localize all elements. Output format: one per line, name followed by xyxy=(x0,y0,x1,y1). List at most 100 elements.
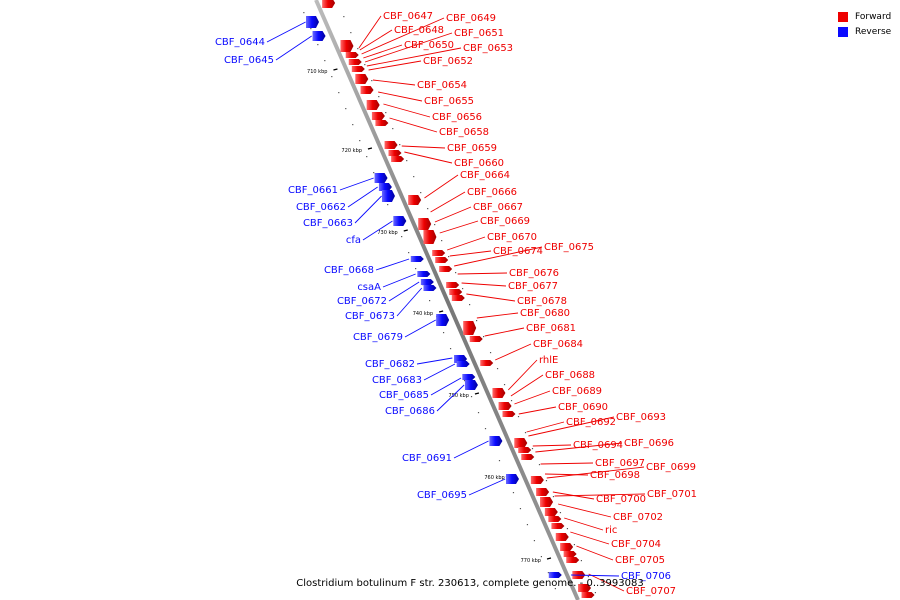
gene-label-cbf-0683: CBF_0683 xyxy=(372,375,422,386)
minor-tick xyxy=(533,540,536,542)
forward-gene-block xyxy=(360,86,374,94)
gene-label-cbf-0697: CBF_0697 xyxy=(595,458,645,469)
minor-tick xyxy=(324,60,326,62)
gene-label-cbf-0645: CBF_0645 xyxy=(224,55,274,66)
leader-line xyxy=(388,281,420,302)
leader-line xyxy=(424,174,459,199)
reverse-gene-block xyxy=(417,271,431,277)
leader-line xyxy=(375,258,410,271)
tick-mark xyxy=(333,68,338,71)
leader-line xyxy=(368,60,422,71)
gene-label-cbf-0661: CBF_0661 xyxy=(288,185,338,196)
forward-gene-block xyxy=(480,360,494,366)
forward-gene-block xyxy=(449,289,463,295)
minor-tick xyxy=(429,300,431,302)
forward-gene-block xyxy=(555,533,569,541)
reverse-swatch xyxy=(838,26,848,37)
minor-tick xyxy=(517,416,520,418)
forward-gene-block xyxy=(388,150,402,156)
leader-line xyxy=(364,32,453,63)
tick-mark xyxy=(546,557,552,560)
leader-line xyxy=(361,17,445,55)
minor-tick xyxy=(482,336,485,338)
map-caption: Clostridium botulinum F str. 230613, com… xyxy=(296,578,644,589)
gene-label-cbf-0673: CBF_0673 xyxy=(345,311,395,322)
minor-tick xyxy=(526,524,529,526)
gene-label-cbf-0654: CBF_0654 xyxy=(417,80,467,91)
leader-line xyxy=(570,531,610,545)
gene-label-cbf-0663: CBF_0663 xyxy=(303,218,353,229)
reverse-gene-block xyxy=(378,183,392,191)
gene-label-cbf-0649: CBF_0649 xyxy=(446,13,496,24)
gene-label-cbf-0658: CBF_0658 xyxy=(439,127,489,138)
tick-mark xyxy=(367,147,373,150)
leader-line xyxy=(389,117,438,133)
forward-gene-block xyxy=(566,557,580,563)
gene-label-cbf-0644: CBF_0644 xyxy=(215,37,265,48)
reverse-gene-block xyxy=(374,173,388,183)
minor-tick xyxy=(357,48,359,50)
tick-label: 710 kbp xyxy=(307,69,327,75)
forward-gene-block xyxy=(551,523,565,529)
leader-line xyxy=(554,493,646,497)
gene-label-cbf-0695: CBF_0695 xyxy=(417,490,467,501)
leader-line xyxy=(461,282,507,287)
gene-label-cbf-0706: CBF_0706 xyxy=(621,571,671,582)
leader-line xyxy=(354,195,382,224)
gene-label-cbf-0648: CBF_0648 xyxy=(394,25,444,36)
forward-gene-block xyxy=(375,120,389,126)
leader-line xyxy=(436,384,465,412)
forward-gene-block xyxy=(432,250,446,256)
tick-mark xyxy=(474,392,480,395)
leader-line xyxy=(266,21,306,43)
minor-tick xyxy=(352,124,354,126)
gene-label-cbf-0679: CBF_0679 xyxy=(353,332,403,343)
reverse-gene-block xyxy=(305,16,319,28)
gene-label-rhle: rhlE xyxy=(539,355,558,366)
minor-tick xyxy=(406,160,408,162)
gene-label-ric: ric xyxy=(605,525,617,536)
leader-line xyxy=(434,206,472,223)
gene-label-cbf-0681: CBF_0681 xyxy=(526,323,576,334)
gene-label-cbf-0650: CBF_0650 xyxy=(404,40,454,51)
reverse-gene-block xyxy=(312,31,326,41)
minor-tick xyxy=(364,64,366,66)
genes xyxy=(305,0,595,598)
minor-tick xyxy=(434,224,436,226)
gene-label-cbf-0701: CBF_0701 xyxy=(647,489,697,500)
minor-tick xyxy=(531,448,534,450)
forward-gene-block xyxy=(560,543,574,551)
leader-line xyxy=(401,145,446,149)
minor-tick xyxy=(343,16,345,18)
reverse-gene-block xyxy=(456,361,470,367)
gene-label-cbf-0660: CBF_0660 xyxy=(454,158,504,169)
reverse-gene-block xyxy=(393,216,407,226)
reverse-gene-block xyxy=(462,374,476,380)
leader-line xyxy=(423,363,456,381)
leader-line xyxy=(510,374,544,397)
leader-line xyxy=(416,357,453,365)
forward-gene-block xyxy=(521,454,535,460)
leader-line xyxy=(359,29,393,51)
minor-tick xyxy=(475,320,478,322)
leader-line xyxy=(275,35,312,61)
gene-label-cbf-0651: CBF_0651 xyxy=(454,28,504,39)
forward-swatch xyxy=(838,11,848,22)
leader-line xyxy=(526,421,565,433)
gene-label-cbf-0700: CBF_0700 xyxy=(596,494,646,505)
forward-gene-block xyxy=(492,388,506,398)
gene-label-cbf-0693: CBF_0693 xyxy=(616,412,666,423)
tick-label: 770 kbp xyxy=(521,558,541,564)
minor-tick xyxy=(455,272,457,274)
gene-label-cbf-0678: CBF_0678 xyxy=(517,296,567,307)
minor-tick xyxy=(510,400,513,402)
minor-tick xyxy=(385,112,387,114)
leader-line xyxy=(363,44,403,59)
forward-gene-block xyxy=(348,59,362,65)
leader-line xyxy=(557,503,612,518)
tick-label: 750 kbp xyxy=(449,393,469,399)
reverse-gene-block xyxy=(489,436,503,446)
gene-label-cbf-0672: CBF_0672 xyxy=(337,296,387,307)
minor-tick xyxy=(303,12,305,14)
gene-label-cbf-0676: CBF_0676 xyxy=(509,268,559,279)
